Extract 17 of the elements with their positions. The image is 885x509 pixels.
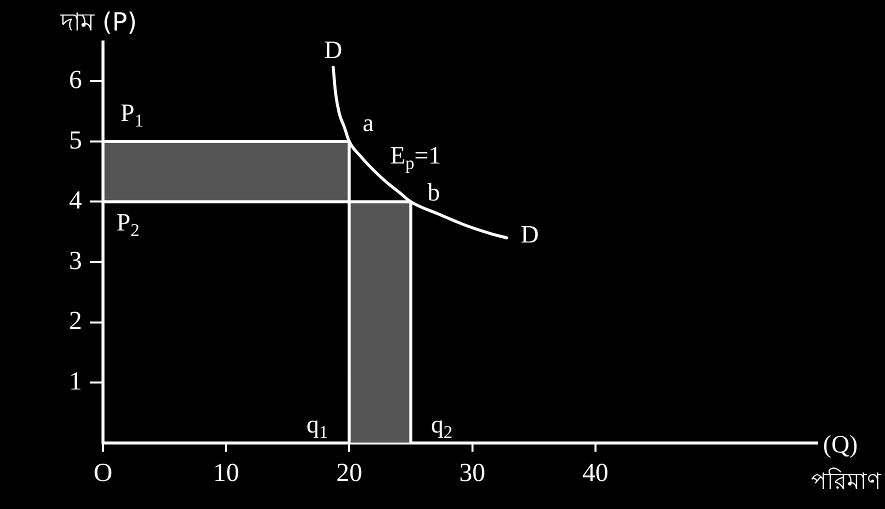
y-tick-label: 5 [69, 125, 82, 154]
annotation: b [428, 179, 440, 206]
x-tick-label: O [94, 458, 112, 488]
annotation: D [520, 221, 539, 248]
x-tick-label: 40 [582, 458, 608, 488]
y-tick-label: 3 [69, 246, 82, 275]
y-tick-label: 1 [69, 366, 82, 396]
x-tick-label: 20 [336, 458, 362, 488]
y-axis-title: দাম (P) [59, 8, 137, 36]
y-tick-label: 4 [69, 186, 82, 215]
y-tick-label: 6 [69, 65, 82, 94]
x-tick-label: 10 [213, 458, 240, 488]
y-tick-label: 2 [69, 306, 82, 336]
x-tick-label: 30 [459, 458, 486, 488]
annotation: D [324, 36, 342, 64]
annotation: a [362, 110, 374, 138]
x-axis-title: (Q) পরিমাণ [811, 431, 882, 495]
